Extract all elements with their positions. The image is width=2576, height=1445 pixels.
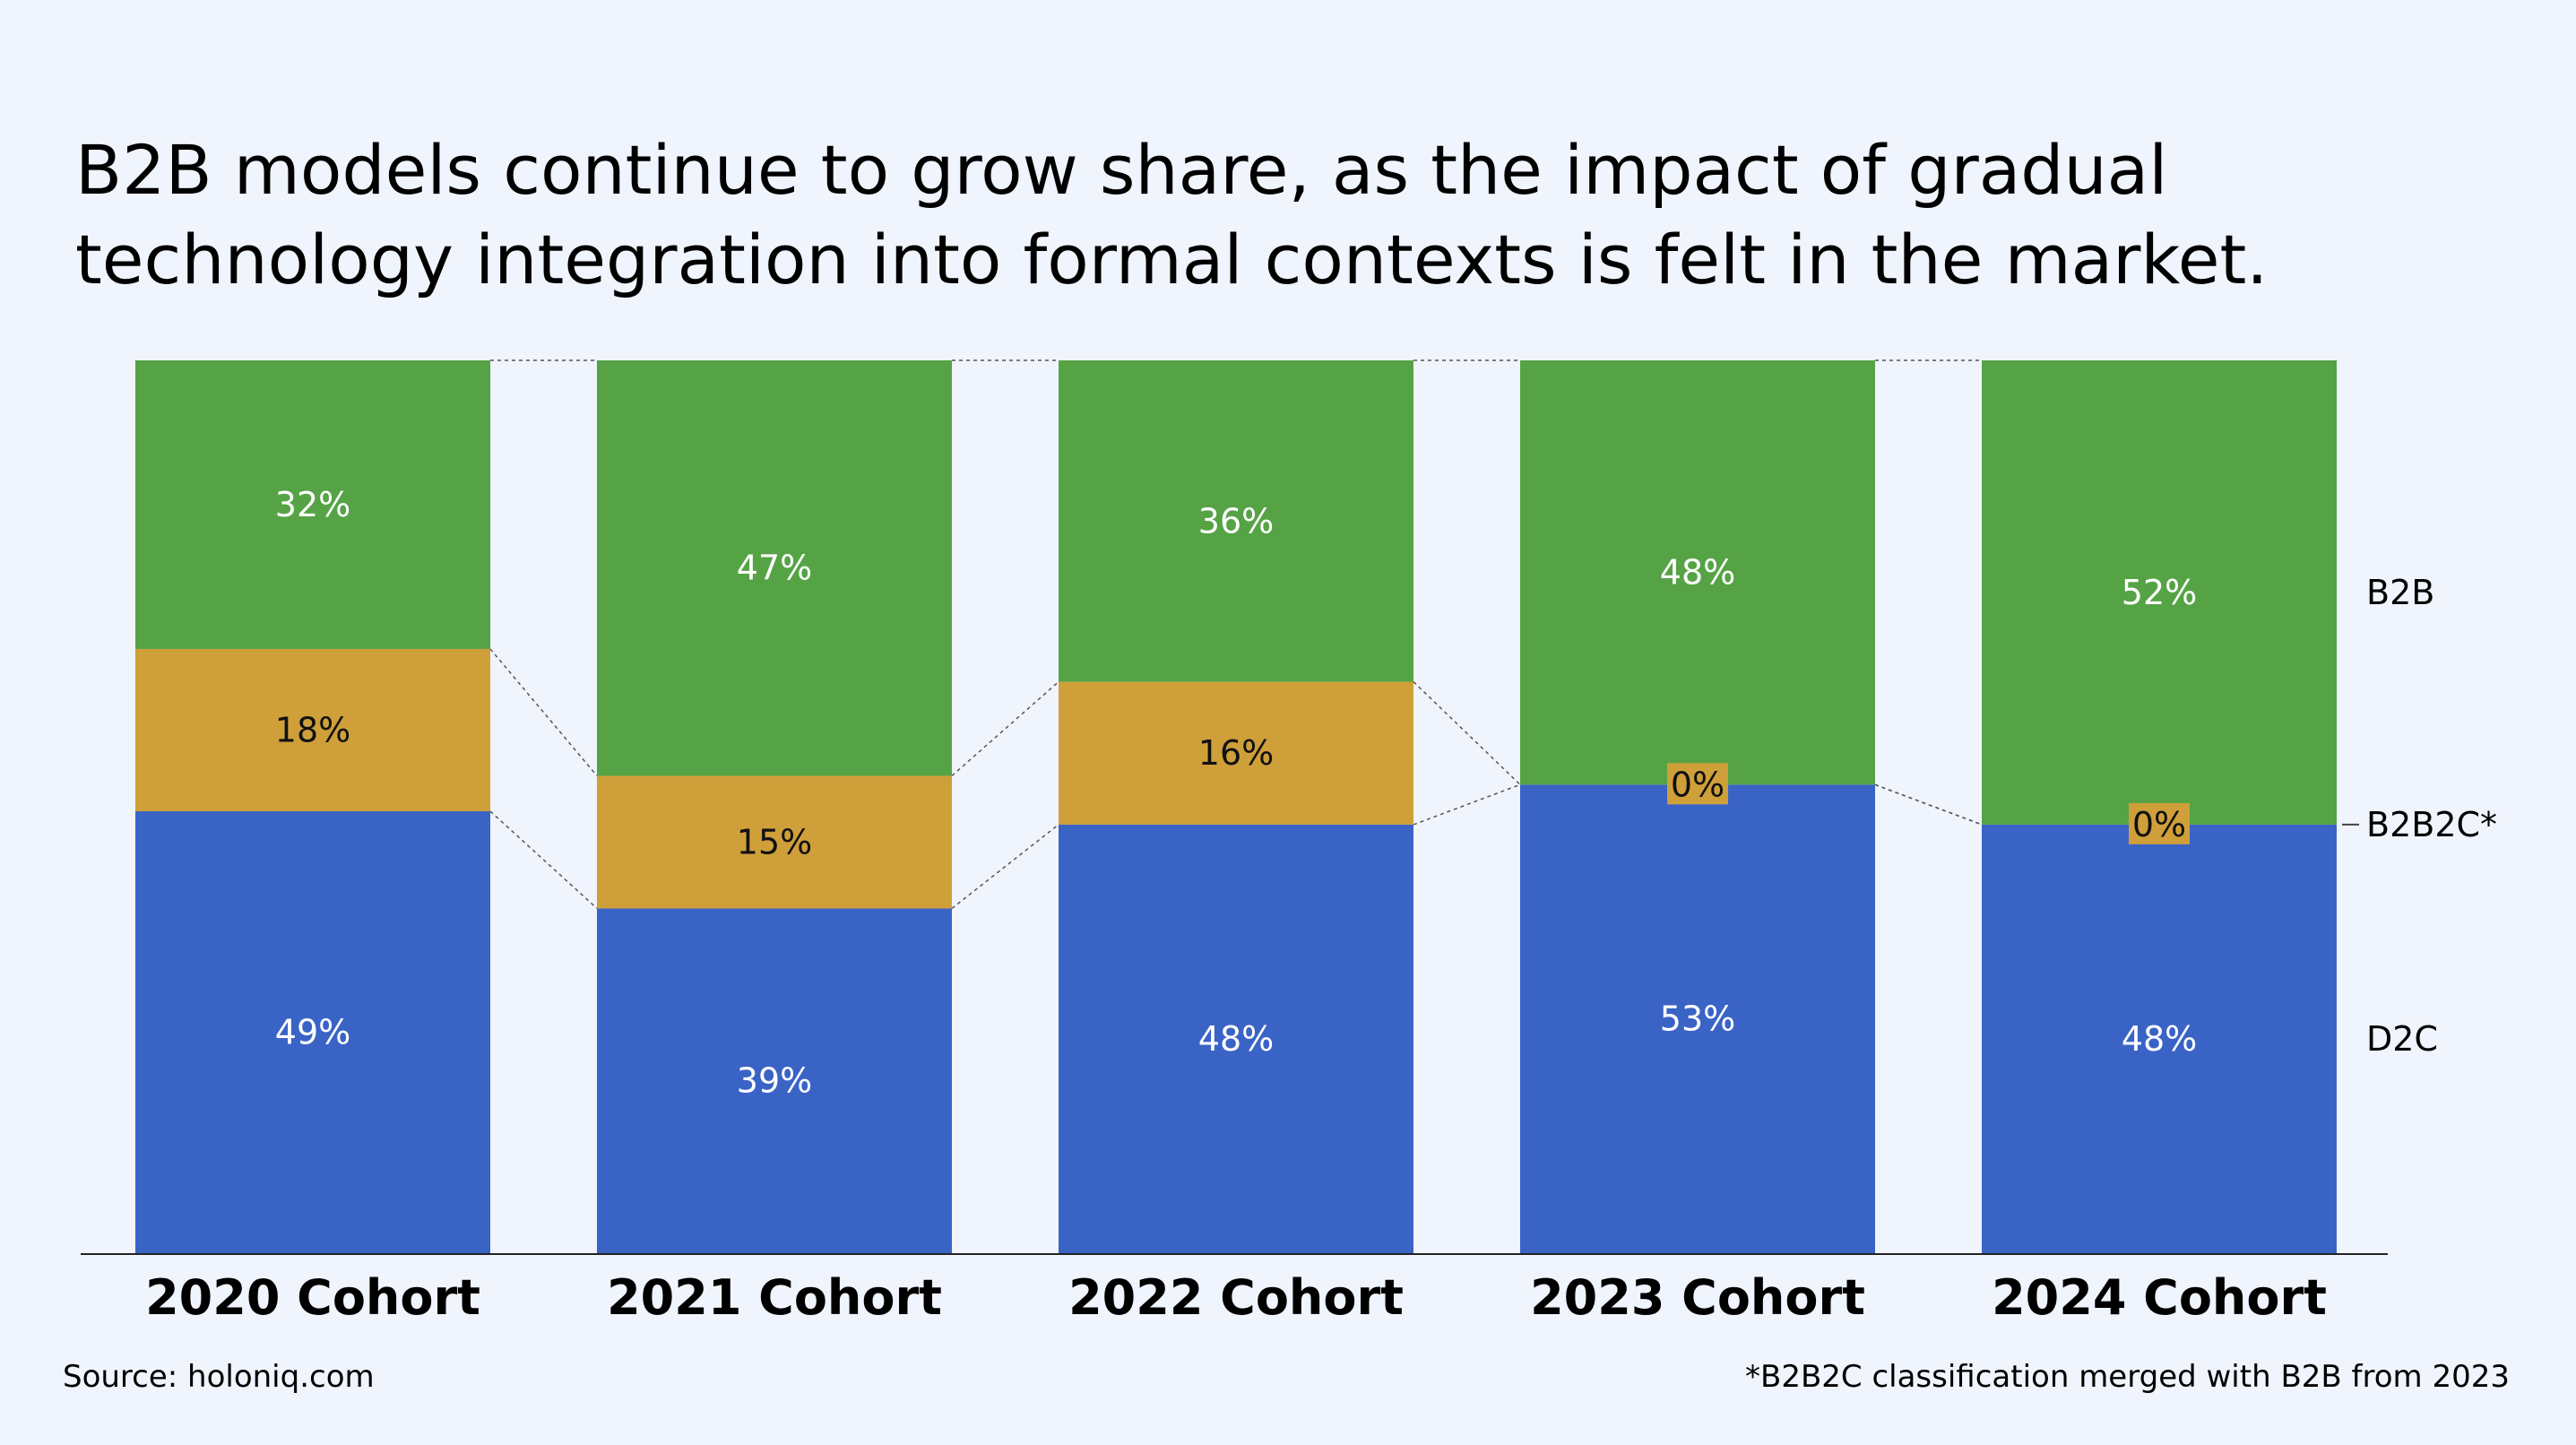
label-b2b2c-4: 0% <box>1671 765 1725 804</box>
label-b2b-5: 52% <box>2122 573 2197 612</box>
bar-d2c-2 <box>597 908 952 1253</box>
footnote: *B2B2C classification merged with B2B fr… <box>1745 1359 2510 1395</box>
bar-b2b2c-2 <box>597 775 952 909</box>
bar-b2b-2 <box>597 360 952 776</box>
connector-1-2 <box>489 648 598 776</box>
label-d2c-2: 39% <box>737 1061 812 1101</box>
zero-label-box-4 <box>1667 763 1728 805</box>
series-label-b2b: B2B <box>2366 573 2434 612</box>
category-label-3: 2022 Cohort <box>1068 1269 1404 1326</box>
series-label-d2c: D2C <box>2366 1019 2438 1059</box>
label-d2c-3: 48% <box>1198 1019 1274 1059</box>
chart-title-line-2: technology integration into formal conte… <box>75 220 2269 299</box>
label-b2b2c-3: 16% <box>1198 733 1274 773</box>
series-label-b2b2c: B2B2C* <box>2366 805 2497 844</box>
category-label-1: 2020 Cohort <box>145 1269 480 1326</box>
bar-d2c-3 <box>1059 824 1413 1253</box>
bar-d2c-5 <box>1982 824 2337 1253</box>
label-b2b-1: 32% <box>275 485 350 524</box>
bar-b2b-1 <box>135 360 490 649</box>
bar-d2c-4 <box>1520 784 1875 1253</box>
chart-title-line-1: B2B models continue to grow share, as th… <box>75 130 2168 210</box>
bar-b2b-5 <box>1982 360 2337 825</box>
label-d2c-1: 49% <box>275 1013 350 1052</box>
label-b2b-2: 47% <box>737 549 812 588</box>
connector-1-1 <box>489 810 598 909</box>
connector-3-1 <box>1413 783 1521 826</box>
category-label-5: 2024 Cohort <box>1992 1269 2327 1326</box>
connector-2-1 <box>951 824 1059 909</box>
label-b2b2c-2: 15% <box>737 822 812 861</box>
label-b2b-3: 36% <box>1198 501 1274 541</box>
bar-b2b2c-1 <box>135 648 490 812</box>
connector-4-2 <box>1874 783 1983 826</box>
bar-b2b2c-3 <box>1059 681 1413 825</box>
bar-b2b-3 <box>1059 360 1413 682</box>
label-d2c-4: 53% <box>1660 999 1735 1039</box>
connector-2-2 <box>951 680 1059 777</box>
label-d2c-5: 48% <box>2122 1019 2197 1059</box>
label-b2b-4: 48% <box>1660 553 1735 593</box>
chart-title: B2B models continue to grow share, as th… <box>75 125 2495 305</box>
source-note: Source: holoniq.com <box>63 1359 375 1395</box>
label-b2b2c-5: 0% <box>2132 805 2186 844</box>
connector-3-2 <box>1413 681 1521 785</box>
bar-d2c-1 <box>135 811 490 1253</box>
zero-label-box-5 <box>2129 802 2190 844</box>
category-label-4: 2023 Cohort <box>1530 1269 1865 1326</box>
bar-b2b-4 <box>1520 360 1875 785</box>
category-label-2: 2021 Cohort <box>607 1269 942 1326</box>
label-b2b2c-1: 18% <box>275 710 350 749</box>
